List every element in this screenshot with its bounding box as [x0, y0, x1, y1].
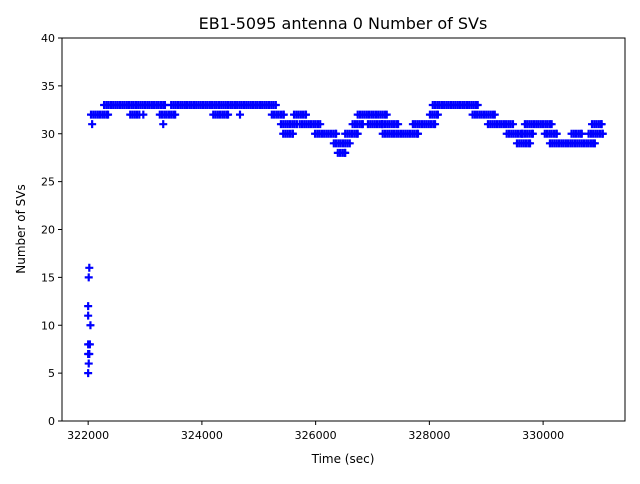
x-tick-label: 322000: [67, 429, 109, 442]
data-point: [382, 110, 391, 119]
y-tick-label: 35: [41, 80, 55, 93]
x-axis: 322000 324000 326000 328000 330000: [67, 421, 564, 442]
data-point: [473, 101, 482, 110]
data-point: [597, 120, 606, 129]
data-point: [301, 110, 310, 119]
data-point: [288, 129, 297, 138]
data-point: [598, 129, 607, 138]
chart-title: EB1-5095 antenna 0 Number of SVs: [199, 14, 488, 33]
data-point: [85, 263, 94, 272]
data-point: [139, 110, 148, 119]
data-point: [84, 273, 93, 282]
y-axis-label: Number of SVs: [14, 184, 28, 273]
data-point: [341, 148, 350, 157]
data-point: [508, 120, 517, 129]
data-point: [84, 311, 93, 320]
data-point: [413, 129, 422, 138]
data-point: [590, 139, 599, 148]
data-point: [84, 359, 93, 368]
y-tick-label: 20: [41, 224, 55, 237]
x-axis-label: Time (sec): [311, 452, 375, 466]
data-point: [85, 349, 94, 358]
data-point: [159, 120, 168, 129]
data-point: [353, 129, 362, 138]
data-point: [577, 129, 586, 138]
y-tick-label: 10: [41, 319, 55, 332]
data-point: [224, 110, 233, 119]
data-point: [394, 120, 403, 129]
data-markers: [84, 101, 607, 378]
data-point: [526, 139, 535, 148]
data-point: [433, 110, 442, 119]
data-point: [345, 139, 354, 148]
y-tick-label: 5: [48, 367, 55, 380]
data-point: [316, 120, 325, 129]
data-point: [431, 120, 440, 129]
data-point: [279, 110, 288, 119]
data-point: [490, 110, 499, 119]
y-tick-label: 25: [41, 176, 55, 189]
data-point: [171, 110, 180, 119]
data-point: [84, 302, 93, 311]
data-point: [84, 369, 93, 378]
x-tick-label: 326000: [295, 429, 337, 442]
y-tick-label: 40: [41, 32, 55, 45]
data-point: [332, 129, 341, 138]
y-tick-label: 15: [41, 271, 55, 284]
data-point: [528, 129, 537, 138]
plot-frame: [61, 37, 626, 422]
data-point: [271, 101, 280, 110]
y-axis: 0 5 10 15 20 25 30 35 40: [41, 32, 62, 428]
x-tick-label: 328000: [408, 429, 450, 442]
data-point: [235, 110, 244, 119]
data-point: [547, 120, 556, 129]
data-point: [86, 321, 95, 330]
y-tick-label: 0: [48, 415, 55, 428]
x-tick-label: 330000: [522, 429, 564, 442]
data-point: [104, 110, 113, 119]
data-point: [85, 340, 94, 349]
data-point: [552, 129, 561, 138]
x-tick-label: 324000: [181, 429, 223, 442]
y-tick-label: 30: [41, 128, 55, 141]
data-point: [88, 120, 97, 129]
